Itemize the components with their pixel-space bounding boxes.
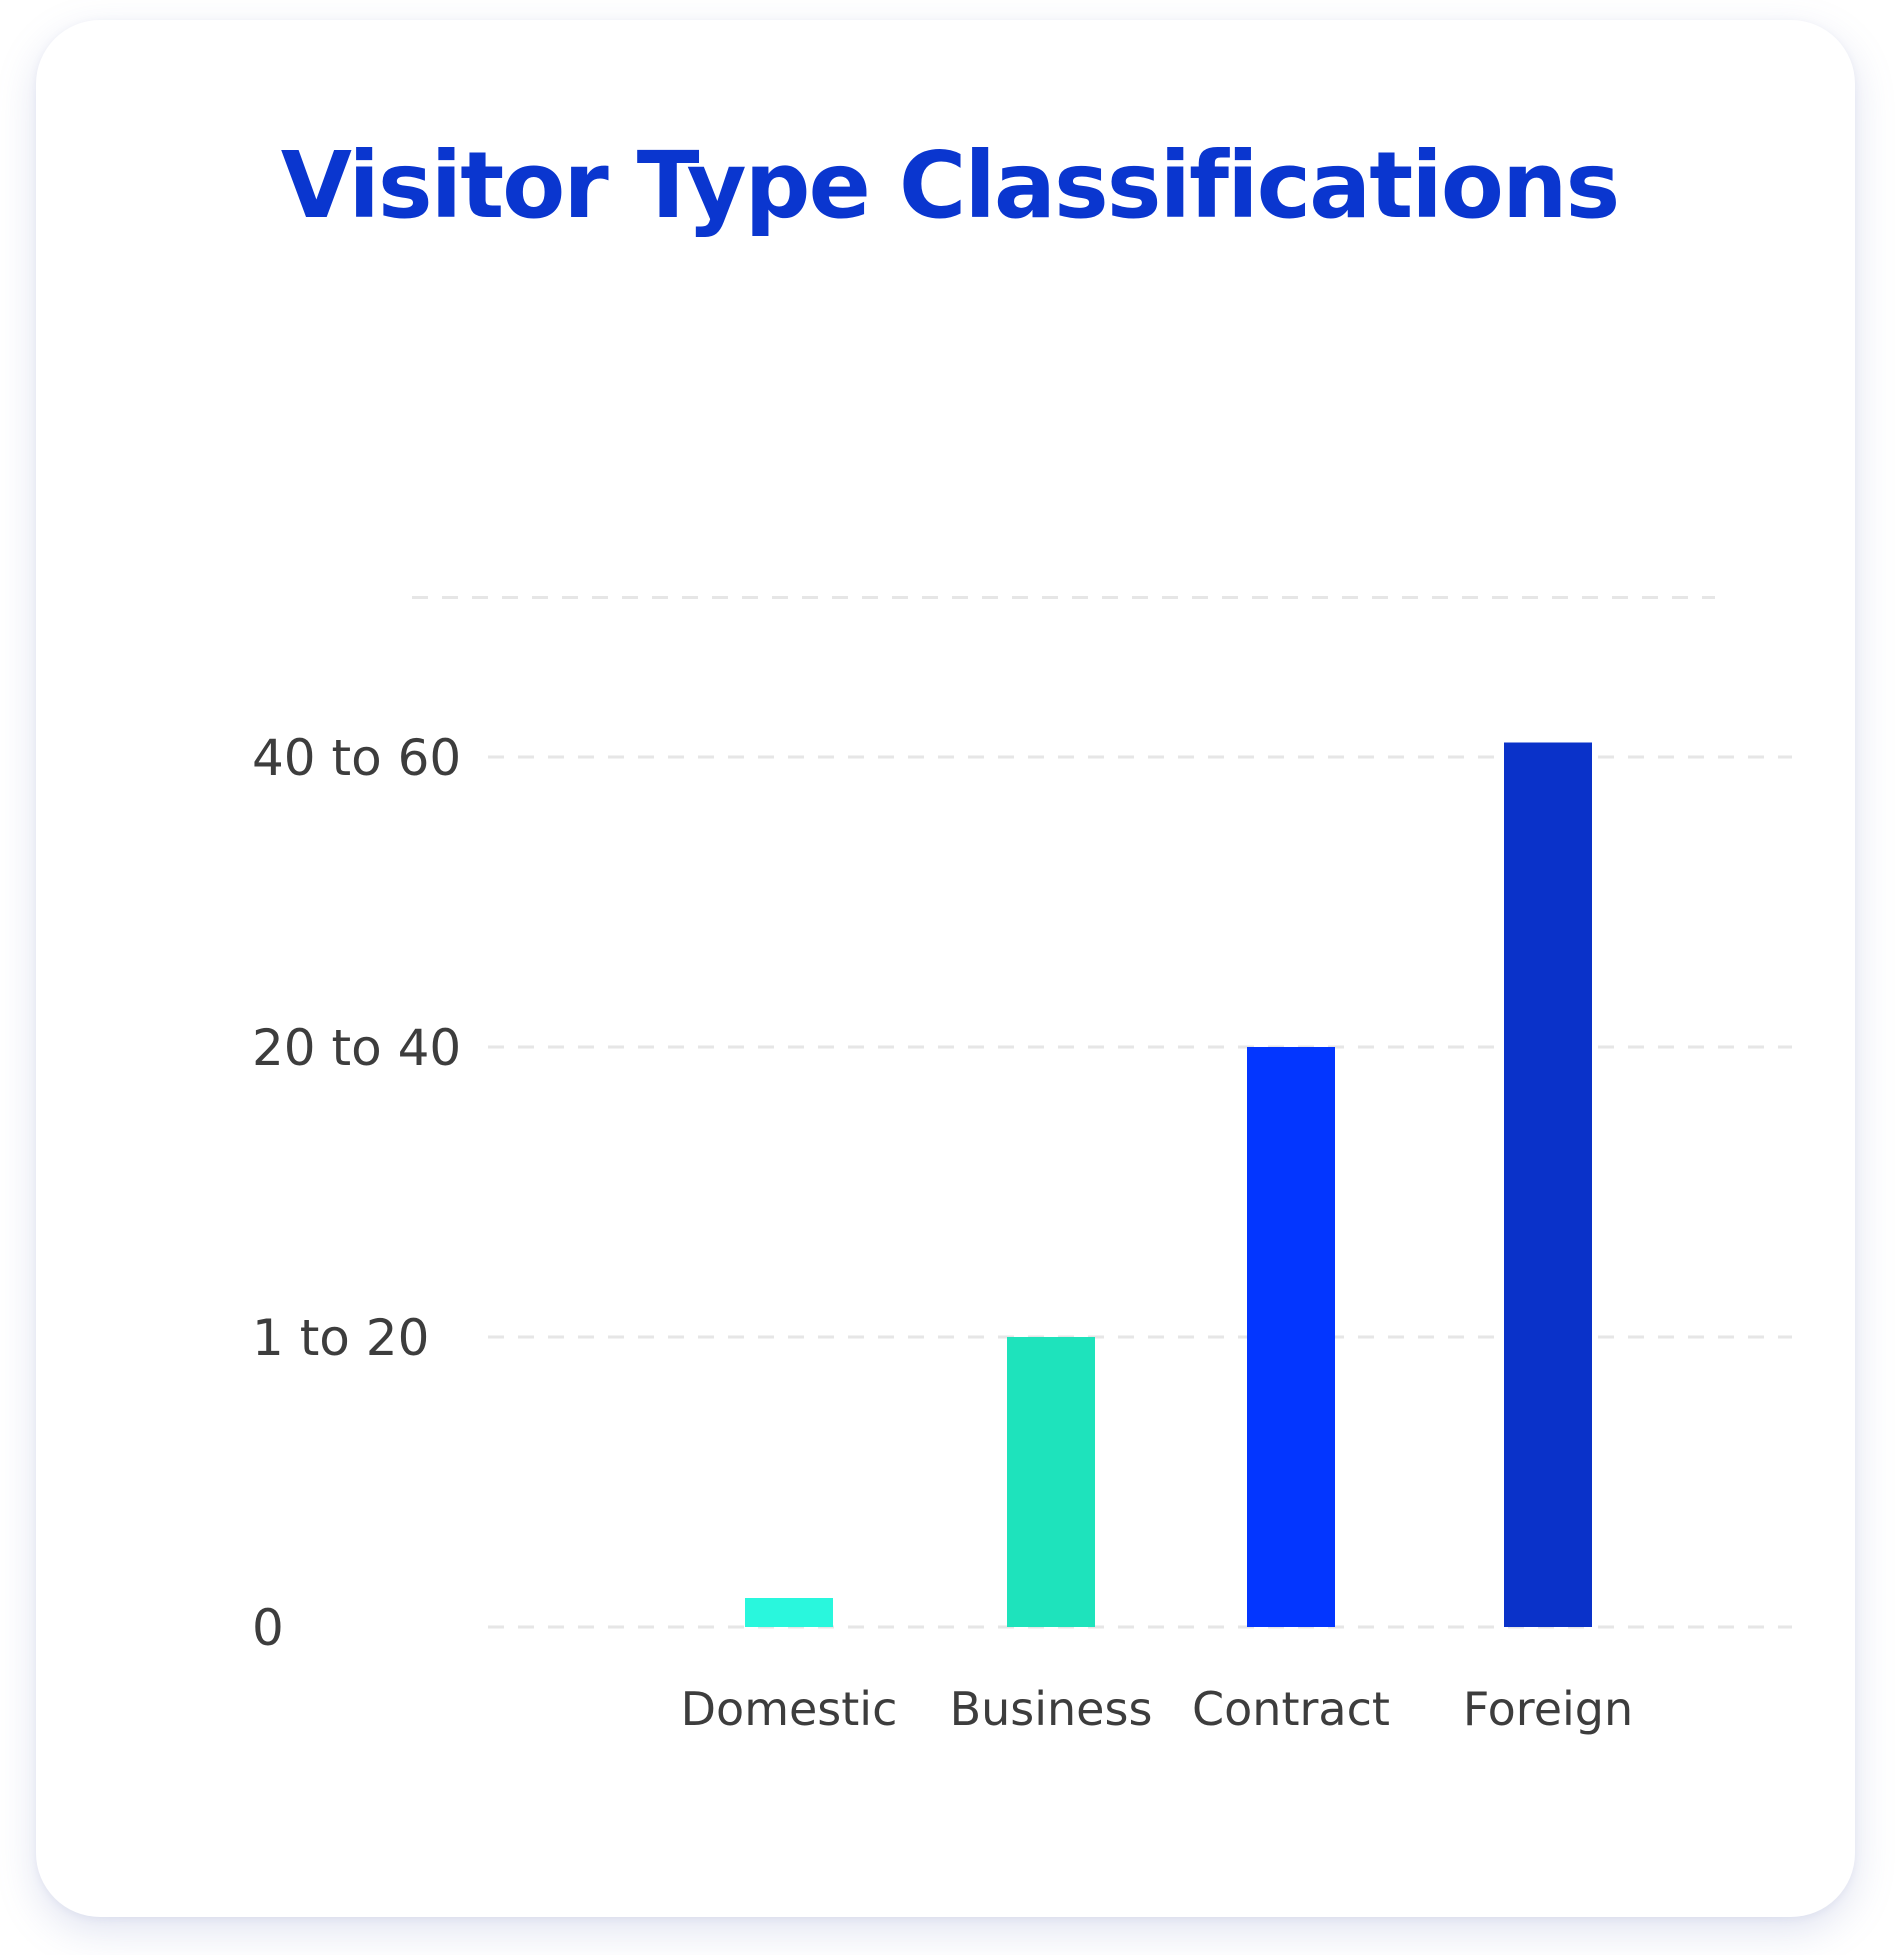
bar-foreign <box>1504 742 1592 1627</box>
y-tick-label: 40 to 60 <box>252 729 461 787</box>
y-axis-tick-labels: 0 1 to 20 20 to 40 40 to 60 <box>252 729 461 1657</box>
bar-domestic <box>745 1598 833 1627</box>
y-tick-label: 1 to 20 <box>252 1309 429 1367</box>
chart-title: Visitor Type Classifications <box>280 132 1620 239</box>
x-tick-label: Foreign <box>1463 1682 1633 1736</box>
bar-contract <box>1247 1047 1335 1627</box>
x-tick-label: Business <box>950 1682 1153 1736</box>
bars <box>745 742 1592 1627</box>
x-axis-category-labels: Domestic Business Contract Foreign <box>681 1682 1634 1736</box>
bar-business <box>1007 1337 1095 1627</box>
y-tick-label: 20 to 40 <box>252 1019 461 1077</box>
y-tick-label: 0 <box>252 1599 284 1657</box>
x-tick-label: Contract <box>1192 1682 1390 1736</box>
x-tick-label: Domestic <box>681 1682 898 1736</box>
